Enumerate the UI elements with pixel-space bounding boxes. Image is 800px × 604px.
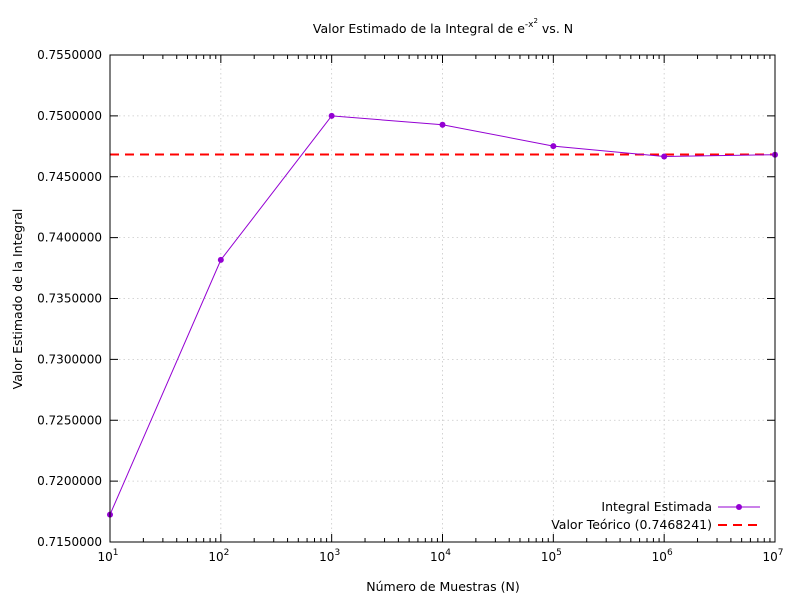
chart-title-superscript-exponent: 2 [533, 17, 537, 25]
y-tick-label: 0.7450000 [37, 170, 102, 184]
x-tick-label: 101 [97, 548, 118, 564]
y-tick-label: 0.7200000 [37, 474, 102, 488]
ticks [109, 54, 776, 543]
x-tick-label: 103 [319, 548, 340, 564]
grid [110, 55, 775, 542]
y-tick-label: 0.7300000 [37, 352, 102, 366]
x-tick-label: 105 [541, 548, 562, 564]
x-tick-labels: 101 102 103 104 105 106 107 [97, 548, 783, 564]
y-tick-label: 0.7550000 [37, 48, 102, 62]
legend-label-estimated: Integral Estimada [601, 499, 712, 514]
y-tick-labels: 0.7150000 0.7200000 0.7250000 0.7300000 0.73… [37, 48, 102, 549]
legend: Integral Estimada Valor Teórico (0.74682… [551, 499, 760, 532]
legend-label-theoretical: Valor Teórico (0.7468241) [551, 517, 712, 532]
chart-title-tail: vs. N [538, 21, 573, 36]
estimated-point [661, 153, 668, 160]
x-tick-label: 107 [762, 548, 783, 564]
estimated-point [439, 121, 446, 128]
estimated-series-line [109, 115, 776, 515]
x-tick-label: 102 [208, 548, 229, 564]
y-axis-label: Valor Estimado de la Integral [10, 209, 25, 390]
estimated-point [217, 256, 224, 263]
estimated-point [328, 112, 335, 119]
chart-title: Valor Estimado de la Integral de e-x2 vs… [313, 17, 573, 36]
x-axis-label: Número de Muestras (N) [366, 579, 519, 594]
series-layer [107, 112, 778, 518]
y-tick-label: 0.7350000 [37, 292, 102, 306]
y-tick-label: 0.7500000 [37, 109, 102, 123]
y-tick-label: 0.7400000 [37, 231, 102, 245]
legend-marker-estimated [736, 504, 742, 510]
y-tick-label: 0.7150000 [37, 535, 102, 549]
chart-title-superscript: -x [525, 20, 534, 30]
estimated-point [550, 143, 557, 150]
x-tick-label: 106 [652, 548, 673, 564]
chart-title-main: Valor Estimado de la Integral de e [313, 21, 525, 36]
x-tick-label: 104 [430, 548, 451, 564]
y-tick-label: 0.7250000 [37, 413, 102, 427]
